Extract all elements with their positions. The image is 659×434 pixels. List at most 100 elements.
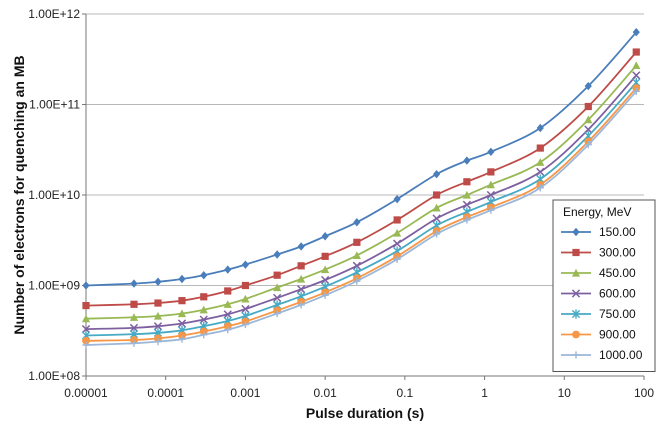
x-tick-label: 0.001 (230, 386, 260, 400)
y-tick-labels: 1.00E+08 1.00E+09 1.00E+10 1.00E+11 1.00E+12 (28, 7, 80, 383)
data-point (353, 238, 361, 246)
legend-marker (572, 330, 580, 339)
data-point (463, 156, 471, 165)
data-point (487, 147, 495, 157)
legend-label: 900.00 (599, 328, 636, 342)
data-point (486, 180, 495, 189)
series-layer (81, 27, 641, 349)
data-point (584, 141, 592, 149)
data-point (273, 293, 282, 302)
data-point (432, 203, 441, 212)
data-point (224, 265, 232, 274)
data-point (352, 261, 361, 270)
data-point (154, 277, 162, 286)
data-point (177, 309, 187, 318)
legend-item: 600.00 (561, 287, 636, 301)
legend-title: Energy, MeV (563, 205, 631, 219)
data-point (241, 281, 250, 290)
data-point (352, 251, 361, 260)
data-point (178, 297, 186, 305)
data-point (632, 61, 641, 70)
data-point (82, 301, 90, 310)
y-tick-label: 1.00E+12 (28, 7, 80, 21)
data-point (536, 167, 545, 177)
data-point (393, 216, 401, 224)
data-point (321, 232, 329, 241)
data-point (177, 319, 187, 328)
data-point (154, 299, 162, 307)
data-point (199, 305, 208, 314)
series-600-00 (81, 71, 641, 334)
data-point (297, 274, 306, 283)
data-point (393, 228, 402, 237)
data-point (463, 216, 471, 224)
x-tick-label: 0.0001 (147, 386, 184, 400)
data-point (178, 331, 186, 340)
data-point (432, 191, 441, 199)
data-point (153, 311, 163, 320)
legend-item: 750.00 (561, 307, 636, 321)
data-point (178, 274, 186, 284)
data-point (536, 158, 545, 166)
y-tick-label: 1.00E+11 (29, 98, 80, 112)
data-point (584, 125, 593, 134)
legend-marker (571, 268, 581, 277)
data-point (81, 324, 91, 334)
data-point (82, 341, 90, 349)
data-point (432, 230, 441, 238)
legend-marker (572, 248, 580, 257)
legend-marker (571, 309, 581, 319)
x-tick-label: 1 (481, 386, 488, 400)
series-450-00 (81, 61, 641, 323)
data-point (200, 331, 208, 339)
data-point (297, 301, 305, 309)
data-point (153, 322, 163, 331)
data-point (82, 336, 90, 345)
data-point (632, 71, 641, 80)
data-point (129, 323, 139, 333)
data-point (487, 168, 495, 176)
data-point (130, 279, 138, 288)
y-axis-title: Number of electrons for quenching an MB (11, 55, 27, 334)
data-point (462, 200, 472, 209)
data-point (297, 262, 305, 270)
data-point (178, 335, 186, 343)
legend-label: 450.00 (599, 266, 636, 280)
data-point (321, 265, 330, 274)
legend: Energy, MeV 150.00 300.00 450.00 600.00 750.… (552, 199, 656, 372)
data-point (393, 239, 402, 248)
data-point (393, 255, 401, 263)
y-tick-label: 1.00E+10 (28, 188, 80, 202)
legend-label: 150.00 (599, 225, 636, 239)
legend-box (552, 199, 656, 372)
legend-item: 450.00 (561, 266, 636, 280)
data-point (321, 252, 329, 260)
data-point (241, 294, 250, 303)
data-point (273, 309, 281, 318)
data-point (200, 293, 208, 301)
legend-label: 300.00 (599, 246, 636, 260)
data-point (297, 242, 305, 251)
data-point (536, 144, 544, 152)
data-point (273, 283, 282, 292)
data-point (130, 339, 138, 347)
data-point (200, 270, 208, 280)
data-point (273, 271, 281, 279)
data-point (584, 102, 592, 111)
y-tick-label: 1.00E+08 (28, 369, 80, 383)
data-point (632, 48, 640, 56)
data-point (353, 277, 361, 285)
data-point (486, 190, 496, 200)
data-point (223, 310, 232, 319)
legend-item: 1000.00 (561, 348, 643, 362)
data-point (321, 291, 329, 299)
data-point (536, 184, 544, 192)
legend-label: 1000.00 (599, 348, 643, 362)
data-point (273, 250, 281, 259)
x-axis-title: Pulse duration (s) (306, 405, 424, 421)
legend-label: 600.00 (599, 287, 636, 301)
x-tick-label: 0.1 (397, 386, 414, 400)
x-tick-label: 0.00001 (64, 386, 108, 400)
x-tick-labels: 0.00001 0.0001 0.001 0.01 0.1 1 10 100 (64, 386, 654, 400)
data-point (154, 337, 162, 346)
